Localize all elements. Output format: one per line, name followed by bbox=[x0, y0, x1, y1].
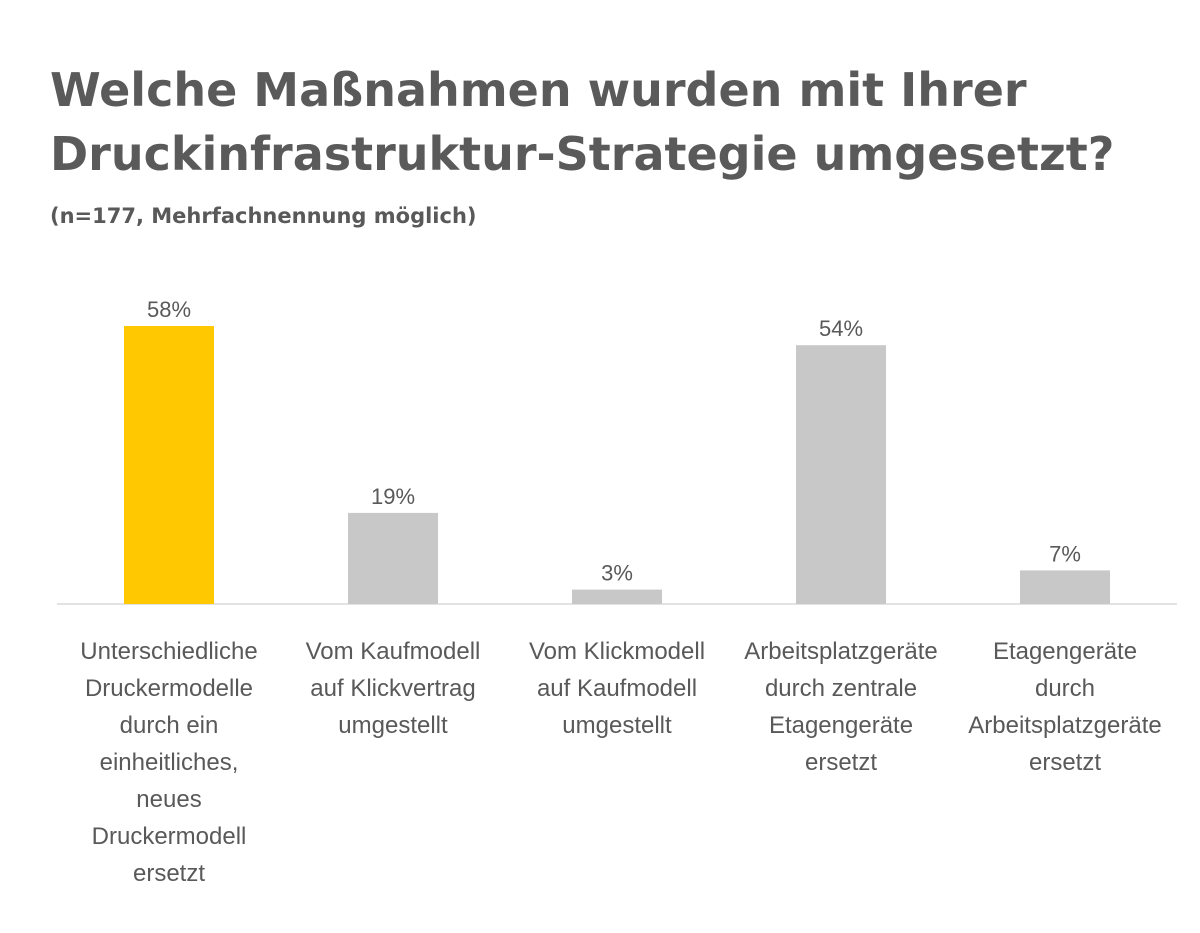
category-label-line: Etagengeräte bbox=[768, 712, 914, 739]
category-label-line: einheitliches, bbox=[99, 749, 239, 776]
category-label-line: auf Klickvertrag bbox=[310, 675, 476, 702]
category-label-line: Vom Kaufmodell bbox=[305, 638, 481, 665]
value-label-1: 58% bbox=[147, 297, 191, 322]
bar-1 bbox=[124, 326, 214, 604]
category-label-line: neues bbox=[136, 786, 202, 813]
category-label-line: auf Kaufmodell bbox=[536, 675, 698, 702]
category-label-4: Arbeitsplatzgeräte durch zentrale Etagenge… bbox=[721, 633, 961, 781]
value-label-4: 54% bbox=[819, 316, 863, 341]
category-label-line: Arbeitsplatzgeräte bbox=[968, 712, 1162, 739]
bar-5 bbox=[1020, 570, 1110, 604]
bar-3 bbox=[572, 589, 662, 604]
category-label-line: ersetzt bbox=[804, 749, 878, 776]
chart-title: Welche Maßnahmen wurden mit Ihrer Drucki… bbox=[50, 58, 1170, 186]
category-label-line: Unterschiedliche bbox=[80, 638, 258, 665]
category-label-line: umgestellt bbox=[562, 712, 672, 739]
value-label-5: 7% bbox=[1049, 541, 1081, 566]
category-label-line: durch zentrale bbox=[764, 675, 918, 702]
category-label-line: ersetzt bbox=[1028, 749, 1102, 776]
category-label-line: ersetzt bbox=[132, 860, 206, 887]
category-label-line: durch bbox=[1034, 675, 1096, 702]
category-label-line: Etagengeräte bbox=[992, 638, 1138, 665]
category-label-1: Unterschiedliche Druckermodelle durch ein e… bbox=[49, 633, 289, 892]
category-label-2: Vom Kaufmodell auf Klickvertrag umgestellt bbox=[273, 633, 513, 744]
value-label-2: 19% bbox=[371, 484, 415, 509]
category-label-3: Vom Klickmodell auf Kaufmodell umgestellt bbox=[497, 633, 737, 744]
category-label-line: Vom Klickmodell bbox=[528, 638, 706, 665]
category-label-line: Druckermodell bbox=[91, 823, 247, 850]
category-label-5: Etagengeräte durch Arbeitsplatzgeräte erset… bbox=[945, 633, 1185, 781]
bar-2 bbox=[348, 512, 438, 604]
chart-title-line-2: Druckinfrastruktur-Strategie umgesetzt? bbox=[50, 127, 1115, 181]
chart-title-line-1: Welche Maßnahmen wurden mit Ihrer bbox=[50, 63, 1027, 117]
chart-subtitle: (n=177, Mehrfachnennung möglich) bbox=[50, 204, 477, 228]
bar-4 bbox=[796, 345, 886, 604]
category-label-line: umgestellt bbox=[338, 712, 448, 739]
category-label-line: durch ein bbox=[119, 712, 219, 739]
value-label-3: 3% bbox=[601, 561, 633, 586]
category-label-line: Druckermodelle bbox=[84, 675, 254, 702]
category-label-line: Arbeitsplatzgeräte bbox=[744, 638, 938, 665]
